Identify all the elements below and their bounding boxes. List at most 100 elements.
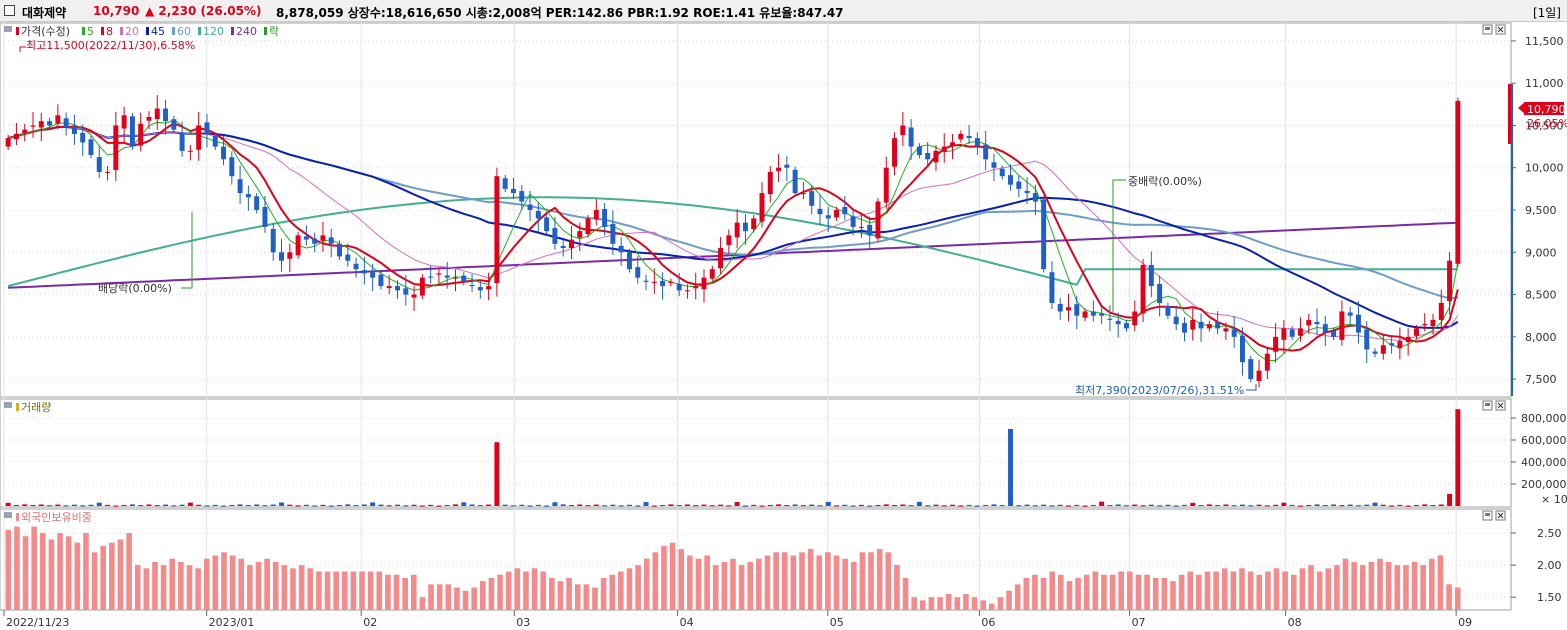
candle — [502, 178, 508, 189]
foreign-bar — [505, 571, 512, 610]
candle — [751, 218, 757, 230]
volume-bar — [13, 504, 19, 506]
candle — [411, 294, 417, 298]
price-panel[interactable] — [0, 22, 1512, 398]
volume-bar — [179, 504, 185, 506]
candle — [568, 239, 574, 249]
date-tick: 06 — [981, 616, 995, 629]
candle — [196, 125, 202, 150]
foreign-bar — [169, 558, 176, 610]
foreign-bar — [126, 533, 132, 610]
candle — [510, 188, 516, 194]
foreign-bar — [635, 565, 641, 610]
volume-bar — [510, 505, 516, 507]
foreign-bar — [1403, 565, 1409, 610]
foreign-bar — [695, 558, 702, 610]
ma45-line — [7, 126, 1459, 329]
volume-bar — [626, 504, 632, 506]
date-tick: 2022/11/23 — [6, 616, 69, 629]
candle — [1049, 272, 1055, 303]
volume-bar — [1032, 505, 1038, 507]
foreign-bar — [945, 593, 952, 610]
foreign-bar — [307, 568, 314, 610]
foreign-bar — [781, 552, 788, 610]
close-icon[interactable] — [1495, 400, 1506, 411]
close-icon[interactable] — [1495, 510, 1506, 521]
close-icon[interactable] — [1495, 24, 1506, 35]
foreign-bar — [1454, 587, 1461, 610]
panel-menu-icon[interactable] — [4, 402, 12, 408]
candle — [71, 128, 77, 134]
foreign-bar — [350, 571, 357, 610]
foreign-bar — [178, 561, 184, 610]
foreign-bar — [255, 561, 262, 610]
volume-bar — [776, 504, 782, 506]
foreign-bar — [1394, 565, 1401, 610]
candle — [718, 248, 724, 269]
candle — [1206, 324, 1212, 329]
candle — [817, 208, 823, 215]
candle — [1339, 311, 1345, 340]
candle — [776, 167, 782, 171]
volume-tick: 400,000 — [1521, 456, 1567, 469]
volume-bar — [858, 504, 864, 506]
volume-bar — [800, 505, 806, 507]
candle — [552, 228, 558, 244]
foreign-bar — [480, 581, 486, 610]
low-annotation: 최저7,390(2023/07/26),31.51% — [1075, 384, 1244, 397]
maximize-icon[interactable] — [1482, 400, 1493, 411]
volume-bar — [908, 505, 914, 507]
volume-bar — [535, 504, 541, 506]
foreign-bar — [1359, 565, 1366, 610]
candle — [212, 135, 218, 147]
foreign-bar — [203, 558, 210, 610]
foreign-bar — [1368, 561, 1375, 610]
candle — [767, 171, 773, 195]
candle — [1124, 323, 1129, 329]
foreign-bar — [31, 526, 37, 610]
candle — [237, 179, 243, 194]
volume-bar — [486, 504, 492, 506]
volume-bar — [718, 504, 724, 506]
stock-chart[interactable]: 가격(수정) 5 8 20 45 60 120 240 락 최고11,500(2022/11/… — [0, 22, 1567, 630]
foreign-bar — [134, 565, 141, 610]
select-checkbox[interactable] — [4, 5, 15, 16]
volume-bar — [461, 502, 467, 506]
volume-panel[interactable] — [0, 398, 1512, 508]
panel-menu-icon[interactable] — [4, 26, 12, 32]
foreign-bar — [747, 561, 754, 610]
foreign-bar — [1290, 574, 1297, 610]
foreign-bar — [1006, 590, 1012, 610]
panel-menu-icon[interactable] — [4, 512, 12, 518]
volume-unit: × 10 — [1541, 493, 1567, 506]
volume-bar — [1066, 505, 1071, 507]
volume-bar — [138, 505, 144, 507]
volume-bar — [1008, 429, 1014, 506]
period-selector[interactable]: [1일] — [1532, 6, 1561, 20]
foreign-bar — [574, 584, 581, 610]
volume-bar — [146, 504, 152, 506]
volume-bar — [121, 504, 127, 506]
volume-bar — [1016, 505, 1022, 507]
foreign-bar — [592, 587, 598, 610]
candle — [1405, 336, 1411, 343]
volume-bar — [1148, 504, 1154, 506]
volume-bar — [187, 502, 193, 506]
current-price-marker — [1524, 102, 1564, 115]
volume-bar — [560, 504, 566, 506]
volume-bar — [444, 504, 450, 506]
candle — [1264, 353, 1270, 371]
volume-bar — [817, 505, 823, 507]
foreign-bar — [687, 555, 693, 610]
volume-bar — [1157, 505, 1163, 507]
volume-bar — [1273, 504, 1279, 506]
candle — [295, 235, 301, 256]
maximize-icon[interactable] — [1482, 24, 1493, 35]
candle — [113, 125, 119, 170]
stock-name[interactable]: 대화제약 — [22, 6, 67, 20]
candle — [1082, 311, 1088, 318]
maximize-icon[interactable] — [1482, 510, 1493, 521]
foreign-bar — [376, 571, 383, 610]
candle — [129, 116, 135, 147]
candle — [1016, 181, 1022, 189]
